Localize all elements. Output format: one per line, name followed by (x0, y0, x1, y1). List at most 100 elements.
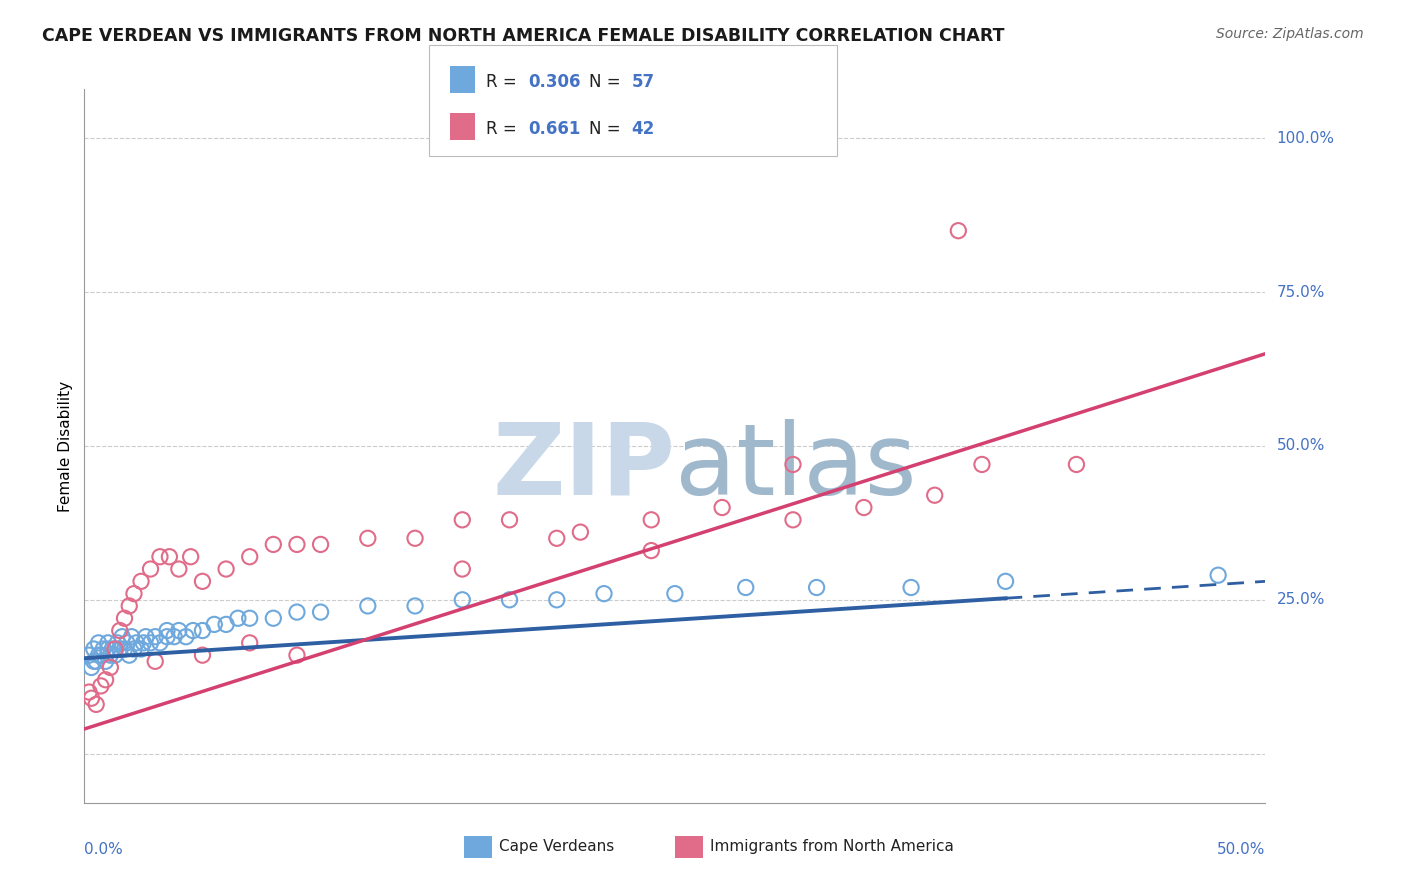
Text: N =: N = (589, 120, 626, 138)
Point (108, 642, 131, 657)
Point (80, 660, 103, 674)
Point (90, 648, 112, 662)
Point (226, 611, 249, 625)
Point (734, 581, 756, 595)
Text: 75.0%: 75.0% (1277, 285, 1324, 300)
Point (143, 630, 166, 644)
Point (1206, 568, 1229, 582)
Point (782, 513, 804, 527)
Text: Immigrants from North America: Immigrants from North America (710, 839, 953, 855)
Point (664, 587, 686, 601)
Text: R =: R = (486, 120, 523, 138)
Point (139, 636, 162, 650)
Point (111, 630, 134, 644)
Point (994, 574, 1017, 589)
Point (87, 636, 110, 650)
Point (94, 673, 117, 687)
Point (174, 630, 197, 644)
Point (191, 574, 214, 589)
Point (285, 605, 308, 619)
Text: 0.661: 0.661 (529, 120, 581, 138)
Point (546, 592, 568, 607)
Point (87, 648, 110, 662)
Point (215, 562, 238, 576)
Point (239, 611, 262, 625)
Point (149, 636, 172, 650)
Point (97, 642, 120, 657)
Point (132, 636, 155, 650)
Text: 42: 42 (631, 120, 655, 138)
Point (404, 531, 426, 545)
Point (121, 630, 143, 644)
Point (101, 642, 124, 657)
Point (262, 537, 284, 551)
Point (191, 648, 214, 662)
Point (640, 513, 662, 527)
Point (900, 581, 922, 595)
Point (135, 630, 157, 644)
Point (640, 543, 662, 558)
Point (924, 488, 946, 502)
Point (139, 562, 162, 576)
Point (80, 691, 103, 706)
Text: CAPE VERDEAN VS IMMIGRANTS FROM NORTH AMERICA FEMALE DISABILITY CORRELATION CHAR: CAPE VERDEAN VS IMMIGRANTS FROM NORTH AM… (42, 27, 1005, 45)
Point (104, 648, 127, 662)
Point (451, 592, 474, 607)
Point (285, 648, 308, 662)
Point (98, 660, 121, 674)
Point (90, 679, 112, 693)
Text: 50.0%: 50.0% (1218, 842, 1265, 856)
Point (83, 654, 105, 668)
Point (202, 617, 225, 632)
Text: Source: ZipAtlas.com: Source: ZipAtlas.com (1216, 27, 1364, 41)
Point (114, 642, 136, 657)
Point (970, 458, 993, 472)
Text: 57: 57 (631, 73, 654, 91)
Point (593, 587, 616, 601)
Text: 0.306: 0.306 (529, 73, 581, 91)
Point (404, 599, 426, 613)
Point (149, 549, 172, 564)
Point (97, 636, 120, 650)
Point (157, 549, 180, 564)
Point (711, 500, 734, 515)
Point (84, 698, 107, 712)
Point (143, 654, 166, 668)
Text: atlas: atlas (675, 419, 917, 516)
Point (129, 574, 152, 589)
Point (1066, 458, 1088, 472)
Point (129, 642, 152, 657)
Point (115, 636, 138, 650)
Point (118, 648, 141, 662)
Point (84, 654, 107, 668)
Point (163, 630, 186, 644)
Point (239, 636, 262, 650)
Point (108, 624, 131, 638)
Point (451, 562, 474, 576)
Point (156, 630, 179, 644)
Point (91, 642, 114, 657)
Text: 100.0%: 100.0% (1277, 131, 1334, 146)
Point (180, 549, 202, 564)
Point (215, 617, 238, 632)
Point (309, 537, 332, 551)
Point (181, 624, 204, 638)
Text: R =: R = (486, 73, 523, 91)
Point (77, 685, 100, 699)
Point (122, 587, 145, 601)
Point (852, 500, 875, 515)
Text: 25.0%: 25.0% (1277, 592, 1324, 607)
Point (122, 642, 145, 657)
Text: N =: N = (589, 73, 626, 91)
Point (118, 599, 141, 613)
Point (948, 224, 970, 238)
Text: ZIP: ZIP (492, 419, 675, 516)
Point (77, 648, 100, 662)
Point (98, 648, 121, 662)
Point (104, 642, 127, 657)
Point (569, 525, 592, 540)
Text: 0.0%: 0.0% (84, 842, 124, 856)
Point (357, 531, 380, 545)
Y-axis label: Female Disability: Female Disability (58, 380, 73, 512)
Point (191, 624, 214, 638)
